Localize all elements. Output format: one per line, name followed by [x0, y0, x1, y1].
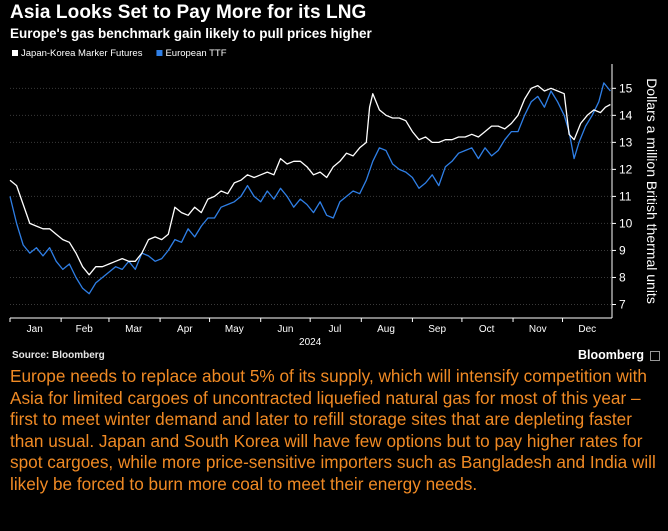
legend-swatch: [156, 50, 163, 56]
x-tick-label: Nov: [529, 324, 547, 335]
x-tick-label: Aug: [377, 324, 395, 335]
series-line: [9, 82, 611, 295]
line-chart: 7 8 9 10 11 12 13 14 15 Jan Feb Mar Apr May Jun Jul Aug…: [9, 48, 660, 348]
x-axis: Jan Feb Mar Apr May Jun Jul Aug Sep Oct Nov Dec 2024: [9, 317, 612, 348]
x-tick-label: Apr: [177, 324, 193, 335]
y-axis: 7 8 9 10 11 12 13 14 15: [611, 64, 633, 318]
x-tick-label: Oct: [479, 324, 495, 335]
source-note: Source: Bloomberg: [12, 350, 105, 361]
y-tick-label: 13: [619, 135, 633, 149]
y-tick-label: 11: [619, 189, 632, 203]
series-lines: [9, 82, 611, 295]
caption-text: Europe needs to replace about 5% of its …: [10, 366, 656, 494]
y-tick-label: 8: [619, 270, 626, 284]
y-tick-label: 10: [619, 216, 633, 230]
y-tick-label: 12: [619, 162, 633, 176]
chart-title: Asia Looks Set to Pay More for its LNG: [10, 2, 367, 23]
brand-logo: Bloomberg: [578, 348, 644, 362]
x-tick-label: Jul: [329, 324, 342, 335]
series-line: [9, 84, 611, 276]
legend: Japan-Korea Marker Futures European TTF: [12, 48, 227, 59]
y-tick-label: 14: [619, 108, 633, 122]
x-tick-label: Sep: [428, 324, 446, 335]
x-tick-label: Jun: [277, 324, 293, 335]
x-tick-label: Mar: [125, 324, 143, 335]
legend-label: Japan-Korea Marker Futures: [21, 48, 143, 59]
x-tick-label: Dec: [578, 324, 596, 335]
y-tick-label: 15: [619, 81, 633, 95]
expand-icon: [650, 351, 660, 361]
y-axis-label: Dollars a million British thermal units: [644, 78, 660, 304]
x-tick-label: May: [225, 324, 244, 335]
y-tick-label: 7: [619, 297, 626, 311]
chart-subtitle: Europe's gas benchmark gain likely to pu…: [10, 26, 372, 41]
legend-swatch: [12, 50, 18, 56]
x-tick-label: Jan: [27, 324, 43, 335]
y-tick-label: 9: [619, 243, 626, 257]
gridlines: [10, 87, 612, 305]
legend-label: European TTF: [165, 48, 226, 59]
x-tick-label: Feb: [76, 324, 94, 335]
x-axis-year-label: 2024: [299, 337, 322, 348]
